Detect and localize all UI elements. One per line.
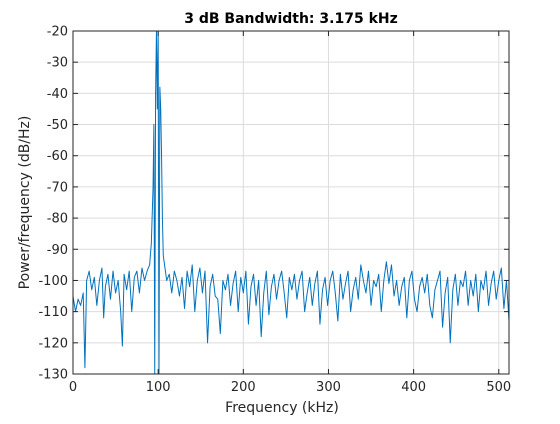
- tick-layer: 0 100 200 300 400 500 -20 -30 -40 -50 -60 -70 -80 -90…: [38, 25, 511, 396]
- x-tick-label: 100: [146, 380, 171, 395]
- x-axis-label: Frequency (kHz): [225, 400, 339, 416]
- y-tick-label: -20: [47, 25, 68, 40]
- y-tick-label: -30: [47, 56, 68, 71]
- x-tick-label: 200: [231, 380, 256, 395]
- series-layer: [72, 30, 510, 375]
- y-tick-label: -100: [38, 274, 68, 289]
- x-tick-label: 500: [486, 380, 511, 395]
- y-tick-label: -50: [47, 118, 68, 133]
- chart-title: 3 dB Bandwidth: 3.175 kHz: [184, 11, 398, 27]
- plot-area-background: [73, 31, 509, 374]
- y-tick-label: -110: [38, 305, 68, 320]
- x-tick-label: 300: [316, 380, 341, 395]
- y-tick-label: -80: [47, 212, 68, 227]
- y-tick-label: -120: [38, 336, 68, 351]
- x-tick-label: 0: [69, 380, 77, 395]
- y-tick-label: -40: [47, 87, 68, 102]
- plot-frame: [72, 30, 510, 375]
- y-axis-label: Power/frequency (dB/Hz): [17, 116, 33, 290]
- psd-series-line: [72, 30, 510, 375]
- y-tick-label: -70: [47, 180, 68, 195]
- y-tick-label: -90: [47, 243, 68, 258]
- y-tick-label: -130: [38, 368, 68, 383]
- y-tick-label: -60: [47, 149, 68, 164]
- x-tick-label: 400: [401, 380, 426, 395]
